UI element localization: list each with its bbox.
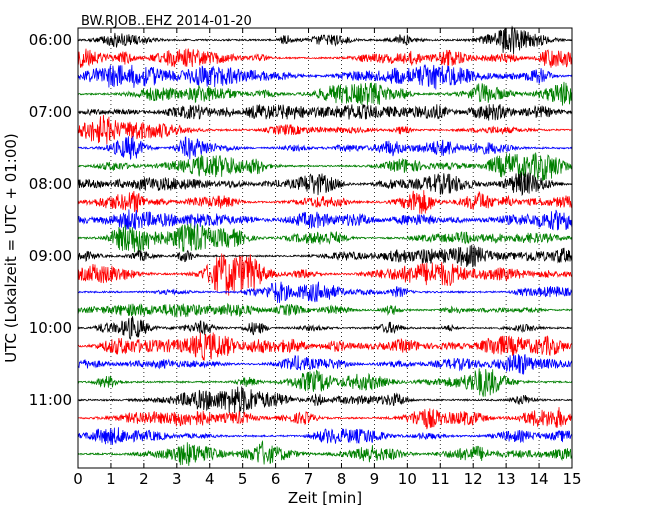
plot-frame bbox=[77, 27, 573, 469]
chart-title: BW.RJOB..EHZ 2014-01-20 bbox=[81, 14, 252, 29]
x-tick-label-8: 8 bbox=[337, 470, 347, 488]
x-axis-label: Zeit [min] bbox=[288, 489, 362, 507]
y-tick-label-2: 08:00 bbox=[29, 175, 72, 193]
x-tick-label-1: 1 bbox=[106, 470, 116, 488]
x-tick-label-11: 11 bbox=[431, 470, 450, 488]
y-tick-label-4: 10:00 bbox=[29, 319, 72, 337]
y-tick-label-0: 06:00 bbox=[29, 31, 72, 49]
y-axis-ticks: 06:00 07:00 08:00 09:00 10:00 11:00 bbox=[29, 31, 572, 409]
trace-17 bbox=[77, 332, 573, 361]
trace-2 bbox=[77, 64, 573, 90]
x-tick-label-15: 15 bbox=[562, 470, 581, 488]
trace-5 bbox=[77, 114, 573, 145]
x-tick-label-5: 5 bbox=[238, 470, 248, 488]
trace-3 bbox=[77, 81, 573, 106]
x-tick-label-6: 6 bbox=[271, 470, 281, 488]
trace-13 bbox=[77, 253, 573, 296]
trace-1 bbox=[77, 48, 573, 68]
y-tick-label-1: 07:00 bbox=[29, 103, 72, 121]
trace-22 bbox=[77, 427, 573, 445]
y-tick-label-5: 11:00 bbox=[29, 391, 72, 409]
x-tick-label-3: 3 bbox=[172, 470, 182, 488]
x-tick-label-4: 4 bbox=[205, 470, 215, 488]
trace-20 bbox=[77, 386, 573, 414]
trace-16 bbox=[77, 316, 573, 340]
trace-23 bbox=[77, 439, 573, 466]
x-tick-label-13: 13 bbox=[497, 470, 516, 488]
y-tick-label-3: 09:00 bbox=[29, 247, 72, 265]
trace-6 bbox=[77, 135, 573, 161]
x-tick-label-14: 14 bbox=[530, 470, 549, 488]
y-axis-label: UTC (Lokalzeit = UTC + 01:00) bbox=[2, 133, 20, 363]
x-axis-ticks: 0 1 2 3 4 5 6 7 8 9 10 11 12 13 14 15 bbox=[73, 28, 582, 488]
seismic-traces bbox=[77, 25, 573, 466]
trace-12 bbox=[77, 244, 573, 268]
x-tick-label-2: 2 bbox=[139, 470, 149, 488]
trace-15 bbox=[77, 302, 573, 318]
trace-10 bbox=[77, 209, 573, 231]
trace-4 bbox=[77, 104, 573, 121]
trace-9 bbox=[77, 190, 573, 215]
x-tick-label-0: 0 bbox=[73, 470, 83, 488]
trace-8 bbox=[77, 172, 573, 197]
x-tick-label-10: 10 bbox=[398, 470, 417, 488]
x-tick-label-7: 7 bbox=[304, 470, 314, 488]
trace-21 bbox=[77, 407, 573, 430]
x-tick-label-9: 9 bbox=[370, 470, 380, 488]
trace-0 bbox=[77, 25, 573, 55]
trace-14 bbox=[77, 281, 573, 303]
trace-18 bbox=[77, 354, 573, 375]
trace-7 bbox=[77, 152, 573, 181]
x-tick-label-12: 12 bbox=[464, 470, 483, 488]
trace-11 bbox=[77, 223, 573, 253]
trace-19 bbox=[77, 368, 573, 397]
grid-lines bbox=[110, 28, 540, 468]
